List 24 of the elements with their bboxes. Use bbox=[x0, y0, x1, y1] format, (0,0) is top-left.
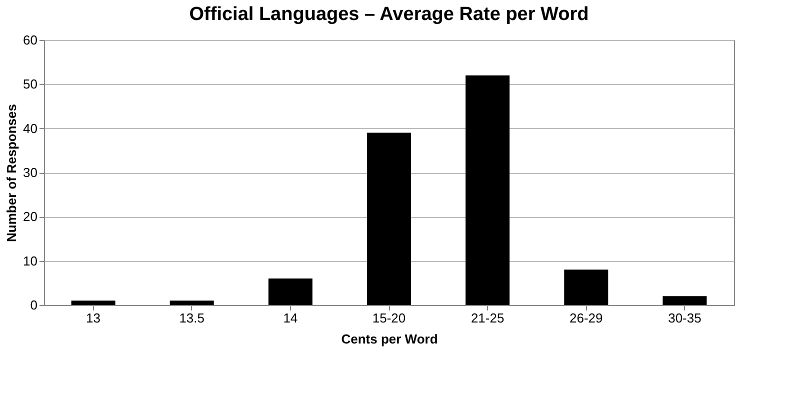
x-tick-label: 30-35 bbox=[668, 310, 702, 326]
y-axis-title: Number of Responses bbox=[4, 104, 20, 242]
bar bbox=[662, 296, 707, 305]
x-tick-label: 21-25 bbox=[470, 310, 504, 326]
x-tick-label: 13.5 bbox=[179, 310, 205, 326]
x-axis-title: Cents per Word bbox=[341, 332, 438, 346]
bar bbox=[71, 300, 116, 305]
x-tick-label: 13 bbox=[86, 310, 101, 326]
x-tick-label: 14 bbox=[283, 310, 298, 326]
y-tick-label: 0 bbox=[30, 298, 38, 312]
bar bbox=[466, 75, 510, 305]
bar bbox=[268, 278, 312, 305]
bar bbox=[170, 300, 214, 305]
y-tick-label: 40 bbox=[23, 120, 38, 136]
y-tick-label: 50 bbox=[23, 76, 38, 92]
x-tick-label: 15-20 bbox=[372, 310, 406, 326]
y-tick-label: 60 bbox=[23, 32, 38, 48]
bar bbox=[367, 132, 411, 305]
y-tick-label: 30 bbox=[23, 165, 38, 180]
y-tick-label: 10 bbox=[23, 253, 38, 268]
y-tick-label: 20 bbox=[23, 209, 38, 224]
chart-title: Official Languages – Average Rate per Word bbox=[189, 4, 589, 25]
bar bbox=[564, 270, 608, 305]
x-tick-label: 26-29 bbox=[570, 310, 603, 326]
